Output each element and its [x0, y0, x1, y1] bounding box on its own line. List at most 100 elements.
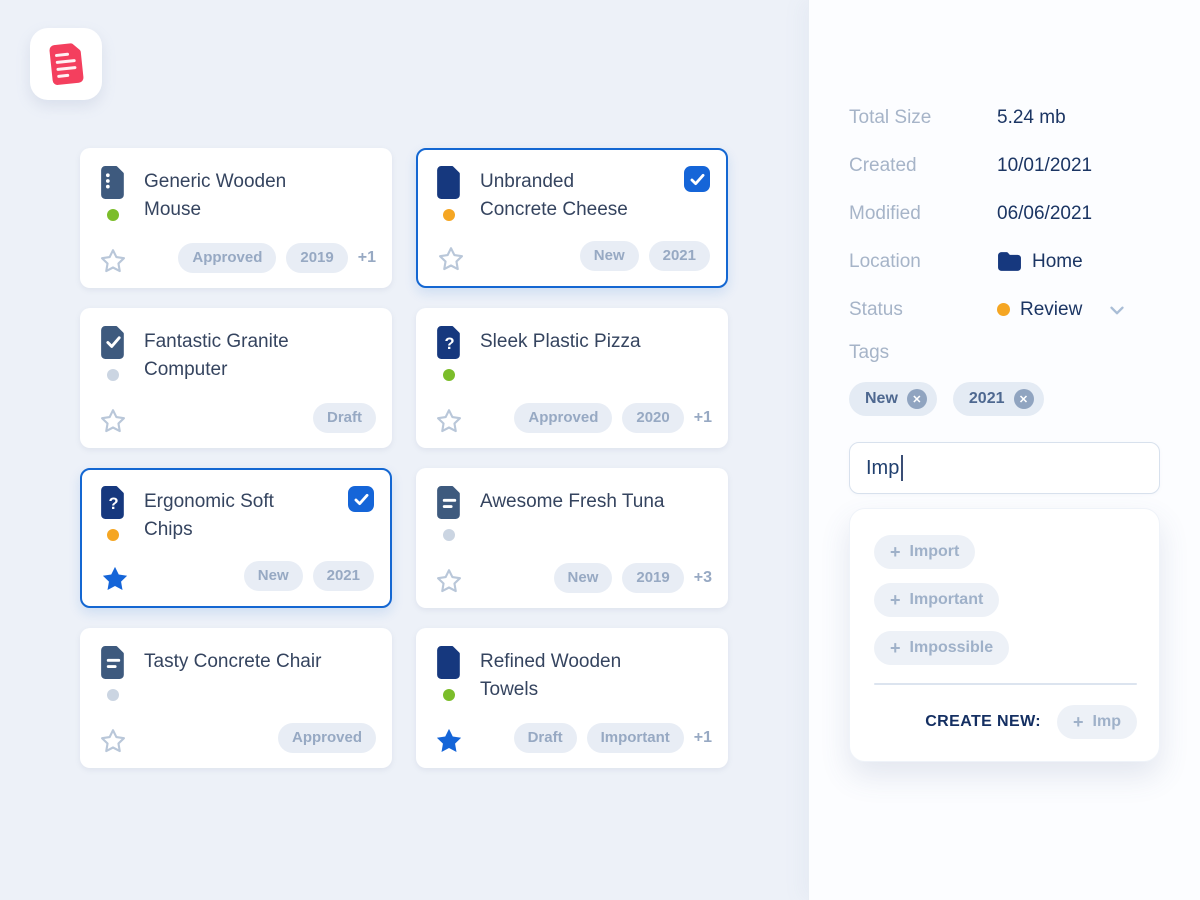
detail-value: 10/01/2021 — [997, 154, 1093, 176]
file-title: Sleek Plastic Pizza — [480, 331, 641, 352]
file-title: Fantastic Granite Computer — [144, 331, 289, 380]
detail-row-location: Location Home — [849, 246, 1160, 277]
suggestion-impossible[interactable]: + Impossible — [874, 631, 1010, 665]
file-title: Unbranded Concrete Cheese — [480, 171, 628, 220]
file-badge: Draft — [513, 723, 577, 753]
file-card-footer: Draft — [98, 403, 376, 436]
star-outline-icon[interactable] — [434, 566, 464, 596]
file-card-footer: New 2019 +3 — [434, 563, 712, 596]
file-badges: Approved 2019 +1 — [178, 243, 376, 276]
file-badges: Approved 2020 +1 — [514, 403, 712, 436]
file-badge: 2019 — [286, 243, 348, 273]
file-card[interactable]: Refined Wooden Towels Draft Important +1 — [416, 628, 728, 768]
location-value[interactable]: Home — [997, 251, 1083, 273]
app-logo[interactable] — [30, 28, 102, 100]
selected-checkbox[interactable] — [684, 166, 710, 192]
suggestion-important[interactable]: + Important — [874, 583, 1000, 617]
star-outline-icon[interactable] — [98, 726, 128, 756]
file-card[interactable]: ? Sleek Plastic Pizza Approved 2020 +1 — [416, 308, 728, 448]
plus-icon: + — [1073, 712, 1084, 732]
file-badge: Approved — [178, 243, 277, 273]
doc-lines-icon — [100, 646, 127, 679]
file-title: Refined Wooden Towels — [480, 651, 622, 700]
suggestion-import[interactable]: + Import — [874, 535, 976, 569]
detail-row-total-size: Total Size 5.24 mb — [849, 102, 1160, 133]
suggestion-label: Import — [909, 543, 960, 560]
file-card-footer: New 2021 — [100, 561, 374, 594]
suggestion-label: Important — [909, 591, 984, 608]
file-card[interactable]: Generic Wooden Mouse Approved 2019 +1 — [80, 148, 392, 288]
doc-question-icon: ? — [100, 486, 127, 544]
file-status-dot — [107, 209, 119, 221]
tag-suggestions-dropdown: + Import + Important + Impossible CREATE… — [849, 508, 1160, 762]
more-badges-count: +1 — [357, 249, 376, 266]
star-outline-icon[interactable] — [98, 406, 128, 436]
doc-question-icon: ? — [436, 326, 463, 359]
tag-chip[interactable]: New ✕ — [849, 382, 937, 416]
plus-icon: + — [890, 542, 901, 562]
file-badge: Important — [586, 723, 684, 753]
file-card[interactable]: ? Ergonomic Soft Chips New 2021 — [80, 468, 392, 608]
detail-row-modified: Modified 06/06/2021 — [849, 198, 1160, 229]
file-card-footer: Approved — [98, 723, 376, 756]
file-card-header: Tasty Concrete Chair — [100, 646, 376, 679]
detail-row-created: Created 10/01/2021 — [849, 150, 1160, 181]
tag-chip[interactable]: 2021 ✕ — [952, 382, 1044, 416]
doc-dots-icon — [100, 166, 127, 224]
chevron-down-icon — [1106, 299, 1128, 321]
file-card[interactable]: Fantastic Granite Computer Draft — [80, 308, 392, 448]
detail-row-status: Status Review — [849, 294, 1160, 325]
file-badge: 2021 — [312, 561, 374, 591]
file-card-header: Unbranded Concrete Cheese — [436, 166, 712, 224]
file-card[interactable]: Unbranded Concrete Cheese New 2021 — [416, 148, 728, 288]
more-badges-count: +1 — [693, 409, 712, 426]
detail-label: Total Size — [849, 106, 932, 128]
file-badge: New — [553, 563, 613, 593]
file-title: Generic Wooden Mouse — [144, 171, 287, 220]
file-badge: New — [243, 561, 303, 591]
file-badge: 2020 — [622, 403, 684, 433]
star-filled-icon[interactable] — [434, 726, 464, 756]
file-title: Tasty Concrete Chair — [144, 651, 322, 672]
status-select[interactable]: Review — [997, 299, 1128, 321]
file-grid: Generic Wooden Mouse Approved 2019 +1 Unbran… — [80, 148, 728, 768]
create-new-tag-button[interactable]: + Imp — [1057, 705, 1137, 739]
tag-chip-label: New — [865, 390, 898, 407]
file-card[interactable]: Awesome Fresh Tuna New 2019 +3 — [416, 468, 728, 608]
file-badges: New 2021 — [579, 241, 710, 274]
more-badges-count: +3 — [693, 569, 712, 586]
doc-check-icon — [100, 326, 127, 384]
suggestion-label: Impossible — [909, 639, 994, 656]
star-outline-icon[interactable] — [98, 246, 128, 276]
file-badges: Draft — [312, 403, 376, 436]
file-badges: Approved — [277, 723, 376, 756]
star-outline-icon[interactable] — [436, 244, 466, 274]
doc-solid-icon — [436, 646, 463, 704]
detail-label: Created — [849, 154, 917, 176]
file-card-header: Generic Wooden Mouse — [100, 166, 376, 224]
file-card-footer: Approved 2020 +1 — [434, 403, 712, 436]
selected-checkbox[interactable] — [348, 486, 374, 512]
file-card[interactable]: Tasty Concrete Chair Approved — [80, 628, 392, 768]
pink-document-logo-icon — [47, 42, 85, 86]
tag-search-input[interactable]: Imp — [849, 442, 1160, 494]
file-card-header: Refined Wooden Towels — [436, 646, 712, 704]
status-dot — [997, 303, 1010, 316]
file-status-dot — [443, 209, 455, 221]
tags-label: Tags — [849, 342, 890, 363]
detail-label: Status — [849, 298, 903, 320]
star-outline-icon[interactable] — [434, 406, 464, 436]
remove-tag-icon[interactable]: ✕ — [1013, 389, 1034, 409]
file-badge: 2021 — [648, 241, 710, 271]
detail-label: Modified — [849, 202, 921, 224]
more-badges-count: +1 — [693, 729, 712, 746]
file-card-header: ? Ergonomic Soft Chips — [100, 486, 376, 544]
file-badge: 2019 — [622, 563, 684, 593]
file-badges: Draft Important +1 — [513, 723, 712, 756]
details-panel: Total Size 5.24 mb Created 10/01/2021 Mo… — [808, 0, 1200, 900]
remove-tag-icon[interactable]: ✕ — [906, 389, 927, 409]
tag-chip-list: New ✕ 2021 ✕ — [849, 382, 1160, 416]
star-filled-icon[interactable] — [100, 564, 130, 594]
svg-text:?: ? — [108, 495, 118, 513]
